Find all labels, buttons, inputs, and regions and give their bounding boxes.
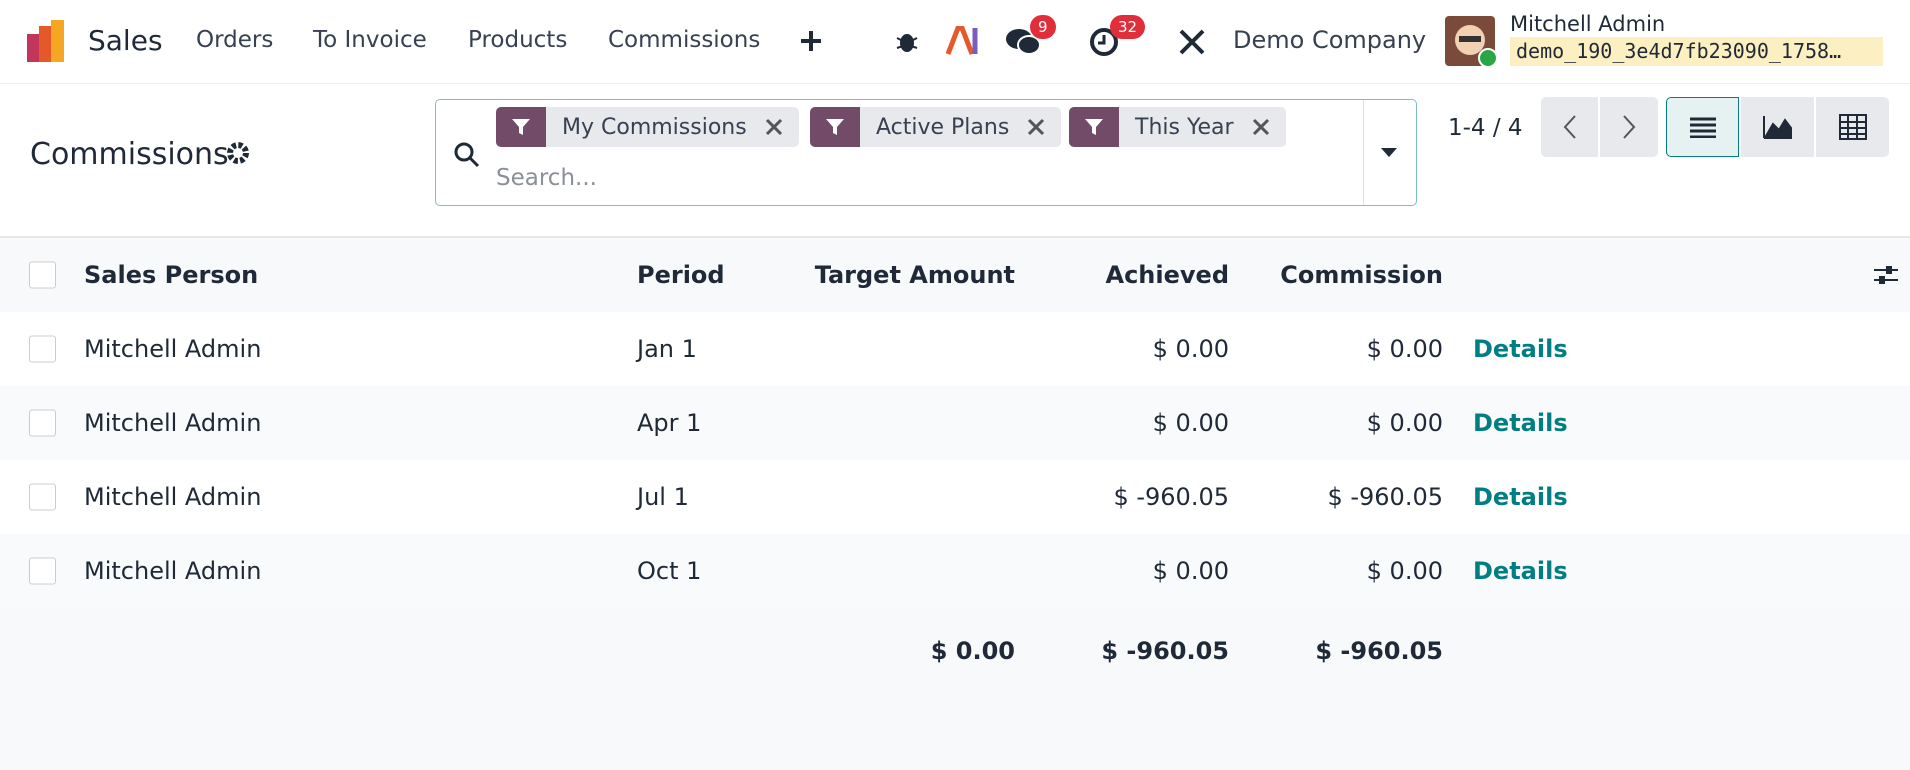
facet-label: This Year bbox=[1135, 114, 1234, 140]
details-link[interactable]: Details bbox=[1473, 557, 1568, 585]
total-achieved: $ -960.05 bbox=[1101, 636, 1229, 665]
column-header[interactable]: Achieved bbox=[1105, 261, 1230, 289]
search-dropdown-toggle[interactable] bbox=[1380, 146, 1398, 158]
period: Jul 1 bbox=[637, 483, 689, 511]
commission: $ 0.00 bbox=[1366, 557, 1443, 585]
table-row[interactable]: Mitchell Admin Oct 1 $ 0.00 $ 0.00 Details bbox=[0, 534, 1910, 609]
total-target: $ 0.00 bbox=[930, 636, 1015, 665]
filter-icon bbox=[810, 107, 860, 147]
search-facet: This Year bbox=[1069, 107, 1286, 147]
table-row[interactable]: Mitchell Admin Jan 1 $ 0.00 $ 0.00 Details bbox=[0, 312, 1910, 387]
filter-icon bbox=[496, 107, 546, 147]
table-header: Sales Person Period Target Amount Achiev… bbox=[0, 238, 1910, 313]
row-checkbox[interactable] bbox=[29, 335, 56, 363]
activities-badge: 32 bbox=[1110, 15, 1146, 39]
details-link[interactable]: Details bbox=[1473, 409, 1568, 437]
row-checkbox[interactable] bbox=[29, 409, 56, 437]
sales-person: Mitchell Admin bbox=[84, 483, 262, 511]
filter-icon bbox=[1069, 107, 1119, 147]
column-header[interactable]: Sales Person bbox=[84, 261, 259, 289]
sales-person: Mitchell Admin bbox=[84, 557, 262, 585]
page-title: Commissions bbox=[30, 137, 229, 172]
empty-area bbox=[0, 693, 1910, 770]
menu-item[interactable]: Products bbox=[468, 27, 568, 53]
row-checkbox[interactable] bbox=[29, 483, 56, 511]
column-header[interactable]: Commission bbox=[1280, 261, 1443, 289]
facet-label: My Commissions bbox=[562, 114, 747, 140]
facet-label: Active Plans bbox=[876, 114, 1010, 140]
app-logo bbox=[27, 20, 64, 62]
details-link[interactable]: Details bbox=[1473, 335, 1568, 363]
table-row[interactable]: Mitchell Admin Jul 1 $ -960.05 $ -960.05 Det… bbox=[0, 460, 1910, 535]
search-box bbox=[435, 99, 1417, 206]
search-facet: My Commissions bbox=[496, 107, 799, 147]
messages-badge: 9 bbox=[1030, 15, 1056, 39]
column-header[interactable]: Target Amount bbox=[814, 261, 1015, 289]
commission: $ -960.05 bbox=[1327, 483, 1443, 511]
gear-icon[interactable] bbox=[226, 141, 250, 165]
facet-remove[interactable] bbox=[1252, 118, 1270, 136]
details-link[interactable]: Details bbox=[1473, 483, 1568, 511]
search-input[interactable]: Search... bbox=[496, 165, 597, 191]
achieved: $ 0.00 bbox=[1152, 557, 1229, 585]
search-icon bbox=[454, 142, 480, 168]
new-button[interactable] bbox=[799, 29, 823, 53]
pivot-view-button[interactable] bbox=[1816, 97, 1889, 157]
period: Jan 1 bbox=[637, 335, 697, 363]
search-facet: Active Plans bbox=[810, 107, 1062, 147]
user-avatar[interactable] bbox=[1445, 16, 1499, 68]
settings-tools-icon[interactable] bbox=[1178, 28, 1206, 56]
facet-remove[interactable] bbox=[1027, 118, 1045, 136]
graph-view-button[interactable] bbox=[1741, 97, 1814, 157]
sales-person: Mitchell Admin bbox=[84, 409, 262, 437]
column-header[interactable]: Period bbox=[637, 261, 725, 289]
database-text: demo_190_3e4d7fb23090_1758… bbox=[1516, 39, 1842, 63]
menu-item[interactable]: Commissions bbox=[608, 27, 761, 53]
menu-item[interactable]: To Invoice bbox=[313, 27, 427, 53]
company-switcher[interactable]: Demo Company bbox=[1233, 26, 1427, 54]
pager-next[interactable] bbox=[1600, 97, 1658, 157]
achieved: $ 0.00 bbox=[1152, 409, 1229, 437]
navbar: Sales Orders To Invoice Products Commiss… bbox=[0, 0, 1910, 84]
menu-item[interactable]: Orders bbox=[196, 27, 274, 53]
optional-columns-toggle[interactable] bbox=[1872, 263, 1900, 287]
divider bbox=[1363, 100, 1364, 205]
row-checkbox[interactable] bbox=[29, 557, 56, 585]
separator bbox=[0, 236, 1910, 238]
commission: $ 0.00 bbox=[1366, 335, 1443, 363]
pager-value[interactable]: 1-4 / 4 bbox=[1448, 115, 1523, 141]
database-name: demo_190_3e4d7fb23090_1758… bbox=[1510, 37, 1883, 66]
pager-previous[interactable] bbox=[1541, 97, 1598, 157]
commission: $ 0.00 bbox=[1366, 409, 1443, 437]
period: Oct 1 bbox=[637, 557, 702, 585]
ai-icon[interactable] bbox=[946, 26, 980, 56]
achieved: $ 0.00 bbox=[1152, 335, 1229, 363]
sales-person: Mitchell Admin bbox=[84, 335, 262, 363]
facet-remove[interactable] bbox=[765, 118, 783, 136]
list-view-button[interactable] bbox=[1666, 97, 1739, 157]
debug-icon[interactable] bbox=[895, 28, 919, 54]
activities-icon[interactable] bbox=[1088, 26, 1120, 58]
user-name[interactable]: Mitchell Admin bbox=[1510, 12, 1666, 36]
total-commission: $ -960.05 bbox=[1315, 636, 1443, 665]
period: Apr 1 bbox=[637, 409, 702, 437]
table-row[interactable]: Mitchell Admin Apr 1 $ 0.00 $ 0.00 Details bbox=[0, 386, 1910, 461]
table-footer: $ 0.00 $ -960.05 $ -960.05 bbox=[0, 608, 1910, 693]
select-all-checkbox[interactable] bbox=[29, 261, 56, 289]
achieved: $ -960.05 bbox=[1113, 483, 1229, 511]
messages-icon[interactable] bbox=[1005, 27, 1041, 57]
app-name[interactable]: Sales bbox=[88, 24, 163, 57]
